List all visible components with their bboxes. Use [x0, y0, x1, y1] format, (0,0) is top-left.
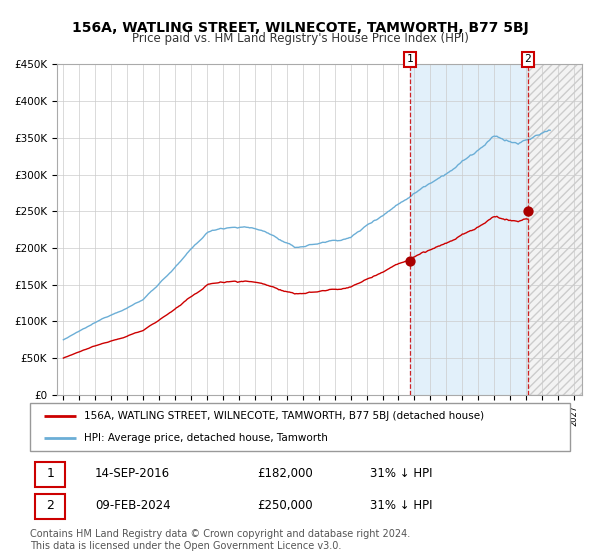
- Bar: [410, 64, 528, 395]
- FancyBboxPatch shape: [30, 403, 570, 451]
- Text: £250,000: £250,000: [257, 499, 313, 512]
- Text: 1: 1: [406, 54, 413, 64]
- Text: £182,000: £182,000: [257, 467, 313, 480]
- FancyBboxPatch shape: [35, 462, 65, 487]
- FancyBboxPatch shape: [35, 494, 65, 519]
- Text: 156A, WATLING STREET, WILNECOTE, TAMWORTH, B77 5BJ (detached house): 156A, WATLING STREET, WILNECOTE, TAMWORT…: [84, 411, 484, 421]
- Bar: [528, 64, 584, 395]
- Text: 2: 2: [524, 54, 531, 64]
- Text: 31% ↓ HPI: 31% ↓ HPI: [370, 499, 433, 512]
- Bar: [528, 64, 584, 395]
- Text: Contains HM Land Registry data © Crown copyright and database right 2024.
This d: Contains HM Land Registry data © Crown c…: [30, 529, 410, 551]
- Text: 2: 2: [46, 499, 54, 512]
- Text: 156A, WATLING STREET, WILNECOTE, TAMWORTH, B77 5BJ: 156A, WATLING STREET, WILNECOTE, TAMWORT…: [71, 21, 529, 35]
- Text: HPI: Average price, detached house, Tamworth: HPI: Average price, detached house, Tamw…: [84, 433, 328, 443]
- Text: 14-SEP-2016: 14-SEP-2016: [95, 467, 170, 480]
- Point: [405, 256, 415, 265]
- Text: 31% ↓ HPI: 31% ↓ HPI: [370, 467, 433, 480]
- Text: 1: 1: [46, 467, 54, 480]
- Text: 09-FEB-2024: 09-FEB-2024: [95, 499, 170, 512]
- Point: [523, 207, 533, 216]
- Text: Price paid vs. HM Land Registry's House Price Index (HPI): Price paid vs. HM Land Registry's House …: [131, 32, 469, 45]
